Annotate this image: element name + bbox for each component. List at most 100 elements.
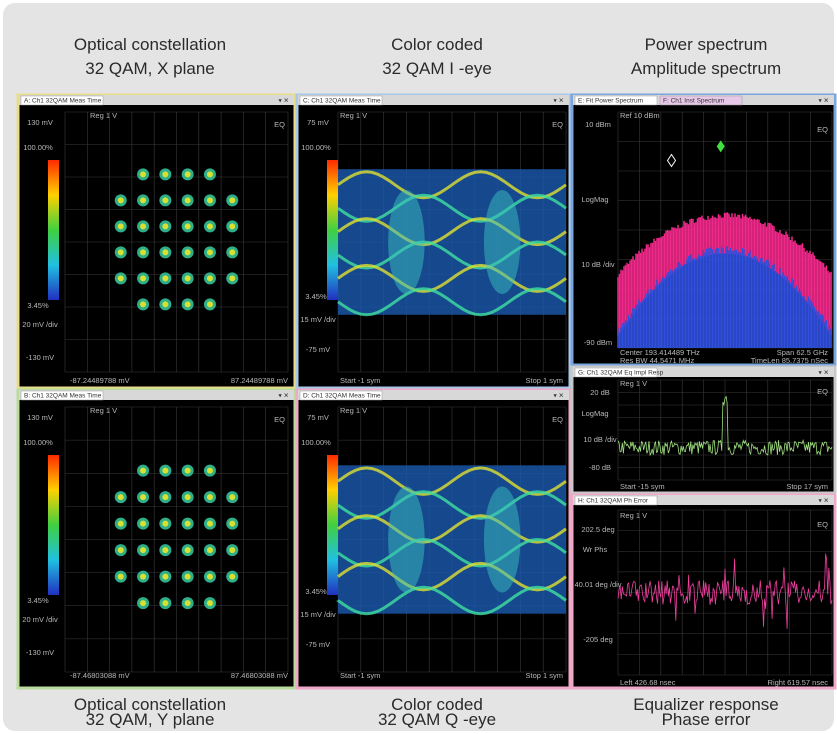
symbol-core	[140, 223, 147, 230]
axis-label: 10 dBm	[585, 120, 611, 129]
panel: B: Ch1 32QAM Meas Time ▾ ✕ Reg 1 V EQ 130 mV…	[16, 388, 297, 690]
close-button: ▾ ✕	[278, 98, 289, 105]
axis-label: 130 mV	[27, 413, 53, 422]
panel: C: Ch1 32QAM Meas Time ▾ ✕ Reg 1 V EQ 75 mV 1…	[295, 93, 572, 390]
axis-label: 15 mV /div	[300, 315, 336, 324]
tab-title: E: Fit Power Spectrum	[578, 98, 643, 105]
symbol-core	[117, 520, 124, 527]
tab-title: H: Ch1 32QAM Ph Error	[578, 498, 649, 505]
axis-label: EQ	[817, 520, 828, 529]
caption-line: 32 QAM, X plane	[85, 59, 214, 78]
axis-label: Ref 10 dBm	[620, 111, 660, 120]
caption-line: Equalizer response	[633, 695, 779, 714]
axis-label: -90 dBm	[584, 338, 612, 347]
axis-label: LogMag	[581, 409, 608, 418]
symbol-core	[117, 547, 124, 554]
symbol-core	[140, 467, 147, 474]
color-bar	[327, 160, 338, 300]
eye-trace	[336, 585, 567, 616]
tab	[574, 95, 658, 106]
symbol-core	[162, 520, 169, 527]
axis-label: 3.45%	[305, 587, 327, 596]
trace	[617, 553, 833, 629]
symbol-core	[162, 197, 169, 204]
axis-label: 20 mV /div	[22, 320, 58, 329]
panel-frame	[16, 388, 297, 690]
tab-bar	[19, 95, 294, 105]
close-button: ▾ ✕	[818, 370, 829, 377]
panel-frame	[16, 93, 297, 390]
symbol-core	[162, 171, 169, 178]
axis-label: Reg 1 V	[90, 406, 117, 415]
symbol-core	[140, 171, 147, 178]
marker	[716, 140, 725, 153]
axis-label: Left 426.68 nsec	[620, 678, 676, 687]
tab-title: B: Ch1 32QAM Meas Time	[24, 393, 102, 400]
axis-label: Wr Phs	[583, 545, 608, 554]
symbol-core	[140, 494, 147, 501]
eye-trace	[336, 537, 567, 568]
close-button: ▾ ✕	[553, 98, 564, 105]
symbol-core	[162, 573, 169, 580]
symbol-core	[206, 573, 213, 580]
axis-label: 3.45%	[305, 292, 327, 301]
axis-label: -205 deg	[583, 635, 613, 644]
axis-label: Center 193.414489 THz	[620, 348, 700, 357]
caption-line: Color coded	[391, 35, 483, 54]
symbol-core	[184, 301, 191, 308]
symbol-core	[206, 301, 213, 308]
symbol-core	[162, 494, 169, 501]
tab	[659, 95, 743, 106]
symbol-core	[140, 275, 147, 282]
axis-label: EQ	[817, 125, 828, 134]
axis-label: 100.00%	[23, 438, 53, 447]
axis-label: -75 mV	[306, 640, 330, 649]
axis-label: Span 62.5 GHz	[777, 348, 829, 357]
axis-label: 20 dB	[590, 388, 610, 397]
close-button: ▾ ✕	[818, 98, 829, 105]
axis-label: Reg 1 V	[90, 111, 117, 120]
panel: E: Fit Power Spectrum F: Ch1 Inst Spectru…	[570, 93, 837, 367]
symbol-core	[162, 223, 169, 230]
symbol-core	[206, 223, 213, 230]
axis-label: 87.46803088 mV	[231, 671, 288, 680]
symbol-core	[140, 547, 147, 554]
axis-label: Reg 1 V	[340, 111, 367, 120]
color-bar	[48, 160, 59, 300]
close-button: ▾ ✕	[278, 393, 289, 400]
symbol-core	[140, 301, 147, 308]
symbol-core	[162, 275, 169, 282]
symbol-core	[206, 494, 213, 501]
axis-label: 3.45%	[27, 596, 49, 605]
symbol-core	[184, 223, 191, 230]
symbol-core	[184, 197, 191, 204]
caption-line: Power spectrum	[645, 35, 768, 54]
eye-trace	[336, 490, 567, 520]
symbol-core	[162, 301, 169, 308]
symbol-core	[184, 573, 191, 580]
axis-label: Stop 1 sym	[525, 376, 563, 385]
tab	[299, 390, 383, 401]
axis-label: 100.00%	[301, 143, 331, 152]
symbol-core	[117, 223, 124, 230]
axis-label: 15 mV /div	[300, 610, 336, 619]
tab	[574, 495, 658, 506]
symbol-core	[229, 494, 236, 501]
tab-title: G: Ch1 32QAM Eq Impl Resp	[578, 370, 664, 377]
tab-bar	[298, 95, 569, 105]
caption-line: 32 QAM Q -eye	[378, 710, 496, 729]
tab-bar	[19, 390, 294, 400]
symbol-core	[184, 600, 191, 607]
symbol-core	[117, 573, 124, 580]
axis-label: Reg 1 V	[620, 379, 647, 388]
axis-label: Reg 1 V	[620, 511, 647, 520]
marker	[666, 153, 677, 168]
symbol-core	[162, 249, 169, 256]
symbol-core	[140, 573, 147, 580]
symbol-core	[206, 275, 213, 282]
symbol-core	[184, 249, 191, 256]
axis-label: EQ	[552, 120, 563, 129]
eye-opening	[388, 190, 425, 294]
tab-title: D: Ch1 32QAM Meas Time	[303, 393, 381, 400]
symbol-core	[140, 520, 147, 527]
